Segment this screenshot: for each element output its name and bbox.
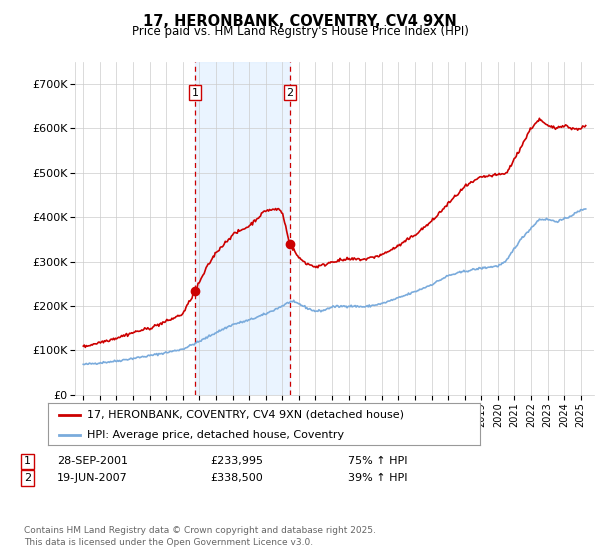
Text: 19-JUN-2007: 19-JUN-2007	[57, 473, 128, 483]
Bar	[195, 62, 290, 395]
Text: Price paid vs. HM Land Registry's House Price Index (HPI): Price paid vs. HM Land Registry's House …	[131, 25, 469, 38]
Text: 28-SEP-2001: 28-SEP-2001	[57, 456, 128, 466]
Text: 75% ↑ HPI: 75% ↑ HPI	[348, 456, 407, 466]
Text: HPI: Average price, detached house, Coventry: HPI: Average price, detached house, Cove…	[87, 430, 344, 440]
Text: £338,500: £338,500	[210, 473, 263, 483]
Text: Contains HM Land Registry data © Crown copyright and database right 2025.
This d: Contains HM Land Registry data © Crown c…	[24, 526, 376, 547]
Text: £233,995: £233,995	[210, 456, 263, 466]
Text: 1: 1	[192, 88, 199, 97]
Text: 17, HERONBANK, COVENTRY, CV4 9XN (detached house): 17, HERONBANK, COVENTRY, CV4 9XN (detach…	[87, 409, 404, 419]
Text: 39% ↑ HPI: 39% ↑ HPI	[348, 473, 407, 483]
Text: 1: 1	[24, 456, 31, 466]
Text: 2: 2	[24, 473, 31, 483]
Text: 17, HERONBANK, COVENTRY, CV4 9XN: 17, HERONBANK, COVENTRY, CV4 9XN	[143, 14, 457, 29]
Text: 2: 2	[286, 88, 293, 97]
